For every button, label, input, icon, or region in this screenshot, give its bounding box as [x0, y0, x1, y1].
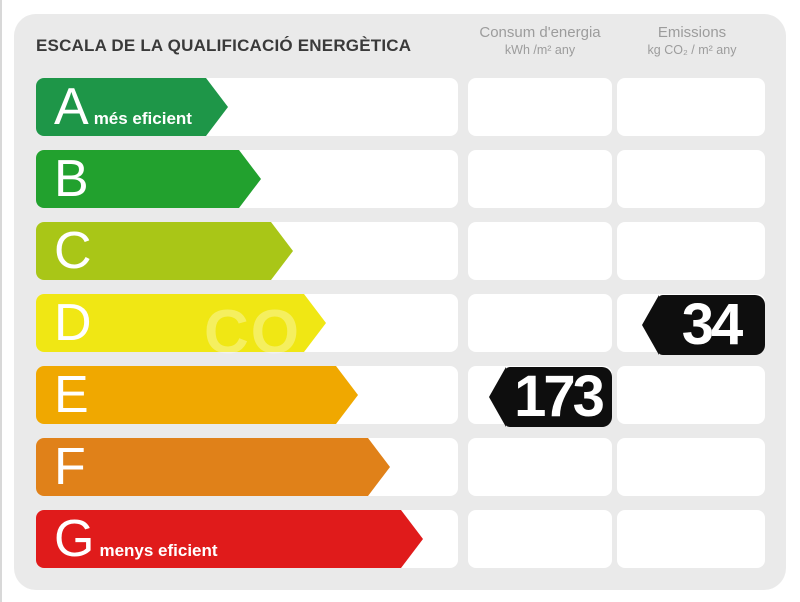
rating-arrow-f: F: [36, 438, 390, 496]
band-cell-g: G menys eficient: [36, 510, 458, 568]
consum-cell-f: [468, 438, 612, 496]
rating-arrow-tip: [336, 366, 358, 424]
rating-rows: A més eficient B: [36, 78, 765, 568]
rating-arrow-body: A més eficient: [36, 78, 206, 136]
emissions-value-arrow: 34: [642, 295, 765, 355]
rating-arrow-body: B: [36, 150, 239, 208]
value-arrow-left-tip-icon: [642, 295, 659, 355]
rating-row-g: G menys eficient: [36, 510, 765, 568]
consum-cell-b: [468, 150, 612, 208]
band-cell-c: C: [36, 222, 458, 280]
rating-letter: G: [54, 510, 95, 568]
page-title: ESCALA DE LA QUALIFICACIÓ ENERGÈTICA: [36, 36, 412, 55]
consum-cell-d: [468, 294, 612, 352]
rating-row-b: B: [36, 150, 765, 208]
rating-letter: C: [54, 222, 92, 280]
rating-arrow-tip: [401, 510, 423, 568]
rating-letter: E: [54, 366, 89, 424]
rating-arrow-body: F: [36, 438, 368, 496]
value-arrow-body: 173: [504, 367, 612, 427]
rating-arrow-g: G menys eficient: [36, 510, 423, 568]
emissions-header-label: Emissions: [657, 24, 727, 41]
rating-note: més eficient: [93, 109, 192, 128]
consum-header-unit: kWh /m² any: [504, 43, 576, 57]
rating-arrow-e: E: [36, 366, 358, 424]
consum-cell-a: [468, 78, 612, 136]
rating-arrow-body: G menys eficient: [36, 510, 401, 568]
consum-header-label: Consum d'energia: [479, 24, 601, 41]
rating-letter: A: [54, 78, 89, 136]
rating-note: menys eficient: [99, 541, 218, 560]
rating-row-d: D 34: [36, 294, 765, 355]
rating-arrow-body: E: [36, 366, 336, 424]
emissions-cell-d: 34: [617, 294, 765, 355]
energy-certificate-panel: ESCALA DE LA QUALIFICACIÓ ENERGÈTICA Con…: [14, 14, 786, 590]
emissions-column-header: Emissions kg CO₂ / m² any: [618, 23, 766, 58]
rating-arrow-body: C: [36, 222, 271, 280]
emissions-value: 34: [681, 295, 743, 355]
band-cell-e: E: [36, 366, 458, 424]
rating-row-a: A més eficient: [36, 78, 765, 136]
band-cell-f: F: [36, 438, 458, 496]
emissions-cell-c: [617, 222, 765, 280]
rating-arrow-c: C: [36, 222, 293, 280]
rating-arrow-tip: [304, 294, 326, 352]
emissions-cell-b: [617, 150, 765, 208]
consum-cell-e: 173: [468, 366, 612, 427]
consum-cell-g: [468, 510, 612, 568]
consum-column-header: Consum d'energia kWh /m² any: [468, 23, 612, 58]
value-arrow-left-tip-icon: [489, 367, 506, 427]
band-cell-a: A més eficient: [36, 78, 458, 136]
rating-letter: B: [54, 150, 89, 208]
band-cell-b: B: [36, 150, 458, 208]
rating-arrow-tip: [271, 222, 293, 280]
rating-row-c: C: [36, 222, 765, 280]
emissions-cell-a: [617, 78, 765, 136]
consum-cell-c: [468, 222, 612, 280]
rating-row-f: F: [36, 438, 765, 496]
rating-arrow-b: B: [36, 150, 261, 208]
rating-arrow-body: D: [36, 294, 304, 352]
consum-value-arrow: 173: [489, 367, 612, 427]
rating-arrow-d: D: [36, 294, 326, 352]
rating-arrow-tip: [368, 438, 390, 496]
value-arrow-body: 34: [657, 295, 765, 355]
emissions-cell-f: [617, 438, 765, 496]
rating-letter: F: [54, 438, 86, 496]
consum-value: 173: [514, 367, 605, 427]
rating-arrow-tip: [239, 150, 261, 208]
rating-row-e: E 173: [36, 366, 765, 427]
band-cell-d: D: [36, 294, 458, 352]
rating-arrow-tip: [206, 78, 228, 136]
emissions-cell-e: [617, 366, 765, 424]
rating-arrow-a: A més eficient: [36, 78, 228, 136]
rating-letter: D: [54, 294, 92, 352]
emissions-header-unit: kg CO₂ / m² any: [647, 43, 737, 57]
emissions-cell-g: [617, 510, 765, 568]
